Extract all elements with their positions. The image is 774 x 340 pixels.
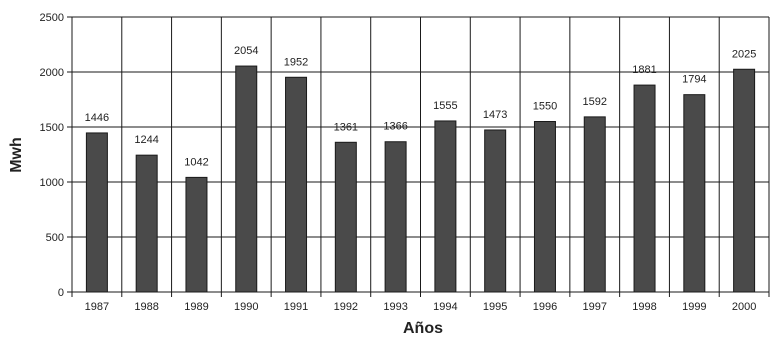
grid-layer [67, 16, 770, 297]
data-label-1995: 1473 [483, 109, 507, 121]
data-label-layer: 1446 1244 1042 2054 1952 1361 1366 1555 1473 1550… [85, 45, 757, 168]
x-tick-label: 1995 [483, 301, 507, 313]
data-label-1990: 2054 [234, 45, 258, 57]
bar-1994 [434, 120, 457, 293]
x-tick-label: 1998 [632, 301, 656, 313]
bar-1995 [484, 129, 507, 293]
data-label-1991: 1952 [284, 56, 308, 68]
bar-1999 [683, 94, 706, 293]
y-tick-label: 1000 [40, 177, 64, 189]
data-label-1998: 1881 [632, 64, 656, 76]
data-label-1996: 1550 [533, 101, 557, 113]
x-tick-label: 2000 [732, 301, 756, 313]
x-tick-label: 1987 [85, 301, 109, 313]
x-tick-label: 1999 [682, 301, 706, 313]
bar-1991 [285, 76, 308, 293]
bar-1997 [583, 116, 606, 293]
data-label-1992: 1361 [334, 121, 358, 133]
y-axis-title: Mwh [8, 137, 25, 173]
bar-layer [85, 65, 756, 293]
bar-1993 [384, 141, 407, 293]
x-tick-label: 1997 [583, 301, 607, 313]
x-tick-label: 1996 [533, 301, 557, 313]
bar-1987 [85, 132, 108, 293]
x-tick-label: 1993 [383, 301, 407, 313]
y-tick-label: 0 [58, 287, 64, 299]
bar-1992 [334, 141, 357, 293]
data-label-1993: 1366 [383, 121, 407, 133]
y-tick-layer: 0 500 1000 1500 2000 2500 [40, 12, 64, 299]
y-tick-label: 1500 [40, 122, 64, 134]
x-tick-label: 1988 [134, 301, 158, 313]
data-label-1989: 1042 [184, 156, 208, 168]
y-tick-label: 2000 [40, 67, 64, 79]
bar-1990 [235, 65, 258, 293]
bar-1988 [135, 154, 158, 293]
data-label-1999: 1794 [682, 74, 706, 86]
y-tick-label: 2500 [40, 12, 64, 24]
x-tick-label: 1994 [433, 301, 457, 313]
x-tick-label: 1990 [234, 301, 258, 313]
data-label-1988: 1244 [134, 134, 158, 146]
bar-1998 [633, 84, 656, 293]
x-axis-title: Años [403, 320, 443, 337]
data-label-1987: 1446 [85, 112, 109, 124]
bar-1996 [533, 121, 556, 293]
data-label-1997: 1592 [583, 96, 607, 108]
bar-2000 [733, 68, 756, 293]
x-tick-label: 1989 [184, 301, 208, 313]
data-label-1994: 1555 [433, 100, 457, 112]
x-tick-layer: 1987 1988 1989 1990 1991 1992 1993 1994 1995 1996… [85, 301, 757, 313]
x-tick-label: 1991 [284, 301, 308, 313]
y-tick-label: 500 [46, 232, 64, 244]
data-label-2000: 2025 [732, 48, 756, 60]
x-tick-label: 1992 [334, 301, 358, 313]
bar-1989 [185, 176, 208, 293]
